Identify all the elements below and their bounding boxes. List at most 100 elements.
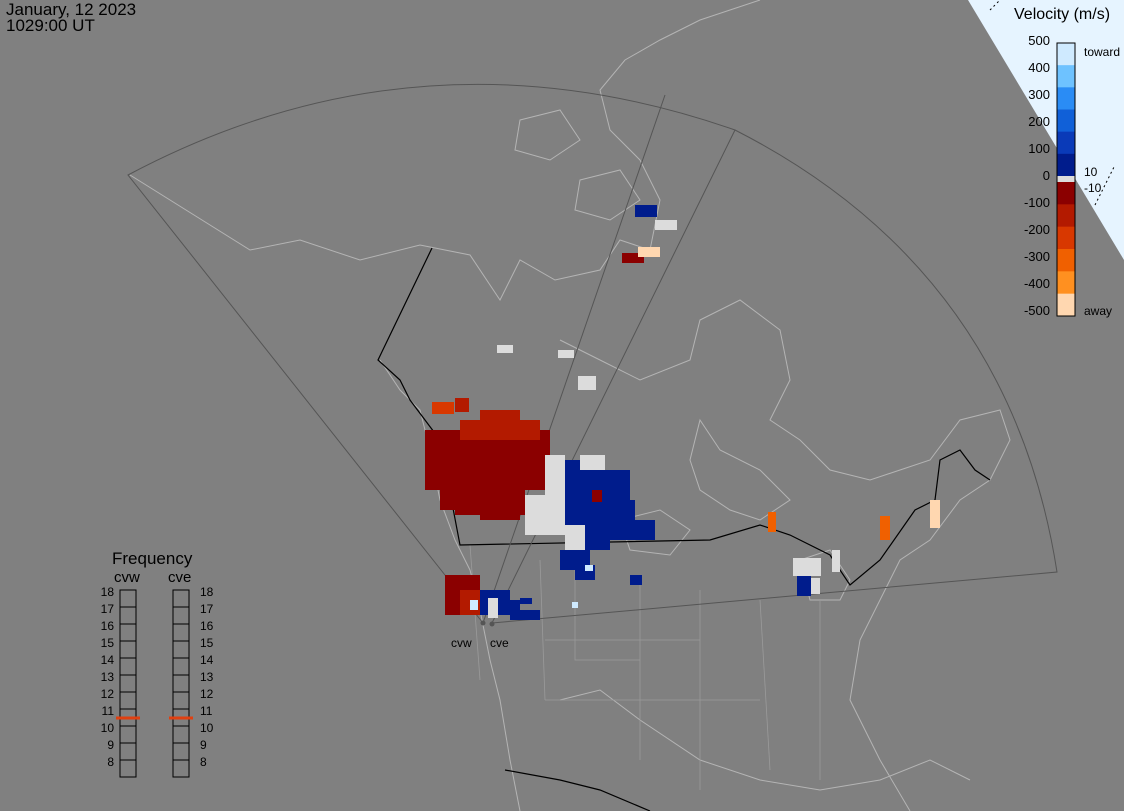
coastlines	[129, 0, 1011, 811]
frequency-cell	[119, 759, 137, 778]
velocity-cell	[592, 490, 602, 502]
velocity-cell	[793, 558, 821, 576]
frequency-cell	[172, 640, 190, 659]
frequency-cell	[119, 623, 137, 642]
velocity-colorbar	[1056, 42, 1076, 317]
colorbar-bin	[1057, 43, 1075, 66]
velocity-cell	[630, 575, 642, 585]
velocity-cell	[480, 410, 520, 425]
frequency-tick-l: 10	[100, 721, 114, 735]
colorbar-bin	[1057, 87, 1075, 110]
velocity-tick: 100	[1028, 141, 1050, 156]
velocity-cell	[930, 500, 940, 528]
frequency-cell	[172, 759, 190, 778]
site-label-cvw: cvw	[451, 636, 472, 650]
active-frequency-marker-cve	[169, 716, 193, 720]
colorbar-bin	[1057, 293, 1075, 317]
colorbar-bin	[1057, 153, 1075, 177]
velocity-cell	[488, 598, 498, 618]
colorbar-bin	[1057, 271, 1075, 295]
velocity-cell	[578, 376, 596, 390]
frequency-tick-r: 15	[200, 636, 214, 650]
site-label-cve: cve	[490, 636, 509, 650]
velocity-tick: 500	[1028, 33, 1050, 48]
velocity-cell	[470, 600, 478, 610]
velocity-scale-title: Velocity (m/s)	[1014, 6, 1111, 23]
frequency-tick-r: 13	[200, 670, 214, 684]
frequency-tick-r: 17	[200, 602, 214, 616]
date-label: January, 12 2023	[6, 0, 137, 19]
velocity-cell	[565, 525, 585, 550]
frequency-tick-l: 13	[100, 670, 114, 684]
frequency-tick-r: 18	[200, 585, 214, 599]
colorbar-bin	[1057, 109, 1075, 133]
velocity-cell	[655, 220, 677, 230]
velocity-cell	[832, 550, 840, 572]
colorbar-bin	[1057, 204, 1075, 228]
frequency-cell	[119, 640, 137, 659]
frequency-cell	[172, 589, 190, 608]
velocity-cell	[432, 402, 454, 414]
frequency-boxes	[116, 589, 193, 778]
velocity-cell	[525, 495, 550, 535]
velocity-tick: -400	[1023, 276, 1050, 291]
colorbar-bin	[1057, 65, 1075, 88]
frequency-tick-r: 16	[200, 619, 214, 633]
frequency-cell	[172, 623, 190, 642]
time-label: 1029:00 UT	[6, 16, 95, 35]
frequency-title: Frequency	[112, 549, 193, 568]
frequency-cell	[172, 691, 190, 710]
frequency-cell	[119, 657, 137, 676]
velocity-cell	[480, 500, 520, 520]
velocity-tick: -500	[1023, 303, 1050, 318]
velocity-cell	[880, 516, 890, 540]
velocity-cell	[635, 205, 657, 217]
velocity-cell	[580, 455, 605, 470]
velocity-tick: -200	[1023, 222, 1050, 237]
frequency-cell	[119, 691, 137, 710]
frequency-tick-r: 8	[200, 755, 207, 769]
terminator-line	[989, 0, 1001, 11]
frequency-tick-r: 9	[200, 738, 207, 752]
velocity-cell	[520, 598, 532, 604]
state-lines	[469, 544, 821, 790]
velocity-cell	[768, 512, 776, 532]
frequency-tick-l: 15	[100, 636, 114, 650]
frequency-tick-l: 17	[100, 602, 114, 616]
velocity-cell	[638, 247, 660, 257]
frequency-tick-r: 10	[200, 721, 214, 735]
velocity-cell	[510, 610, 540, 620]
frequency-cell	[172, 742, 190, 761]
velocity-cells	[425, 205, 940, 620]
velocity-tick: 300	[1028, 87, 1050, 102]
frequency-cell	[119, 674, 137, 693]
inner-positive-label: 10	[1084, 165, 1098, 179]
frequency-cell	[119, 589, 137, 608]
frequency-tick-l: 14	[100, 653, 114, 667]
velocity-cell	[572, 602, 578, 608]
colorbar-frame	[1056, 42, 1076, 317]
away-label: away	[1084, 304, 1113, 318]
velocity-cell	[460, 505, 480, 515]
colorbar-bin	[1057, 226, 1075, 250]
frequency-tick-r: 14	[200, 653, 214, 667]
frequency-tick-l: 16	[100, 619, 114, 633]
radar-label-cvw: cvw	[114, 569, 140, 586]
toward-label: toward	[1084, 45, 1121, 59]
velocity-cell	[600, 520, 655, 540]
colorbar-bin	[1057, 182, 1075, 205]
frequency-cell	[172, 657, 190, 676]
velocity-tick: 200	[1028, 114, 1050, 129]
velocity-tick: 400	[1028, 60, 1050, 75]
radar-fov	[127, 83, 1058, 624]
frequency-tick-l: 9	[107, 738, 114, 752]
colorbar-bin	[1057, 131, 1075, 155]
frequency-tick-l: 18	[100, 585, 114, 599]
frequency-cell	[172, 725, 190, 744]
site-marker-cvw	[480, 620, 486, 626]
daylight-region	[968, 0, 1124, 260]
radar-label-cve: cve	[168, 569, 192, 586]
frequency-cell	[119, 725, 137, 744]
velocity-tick: -100	[1023, 195, 1050, 210]
